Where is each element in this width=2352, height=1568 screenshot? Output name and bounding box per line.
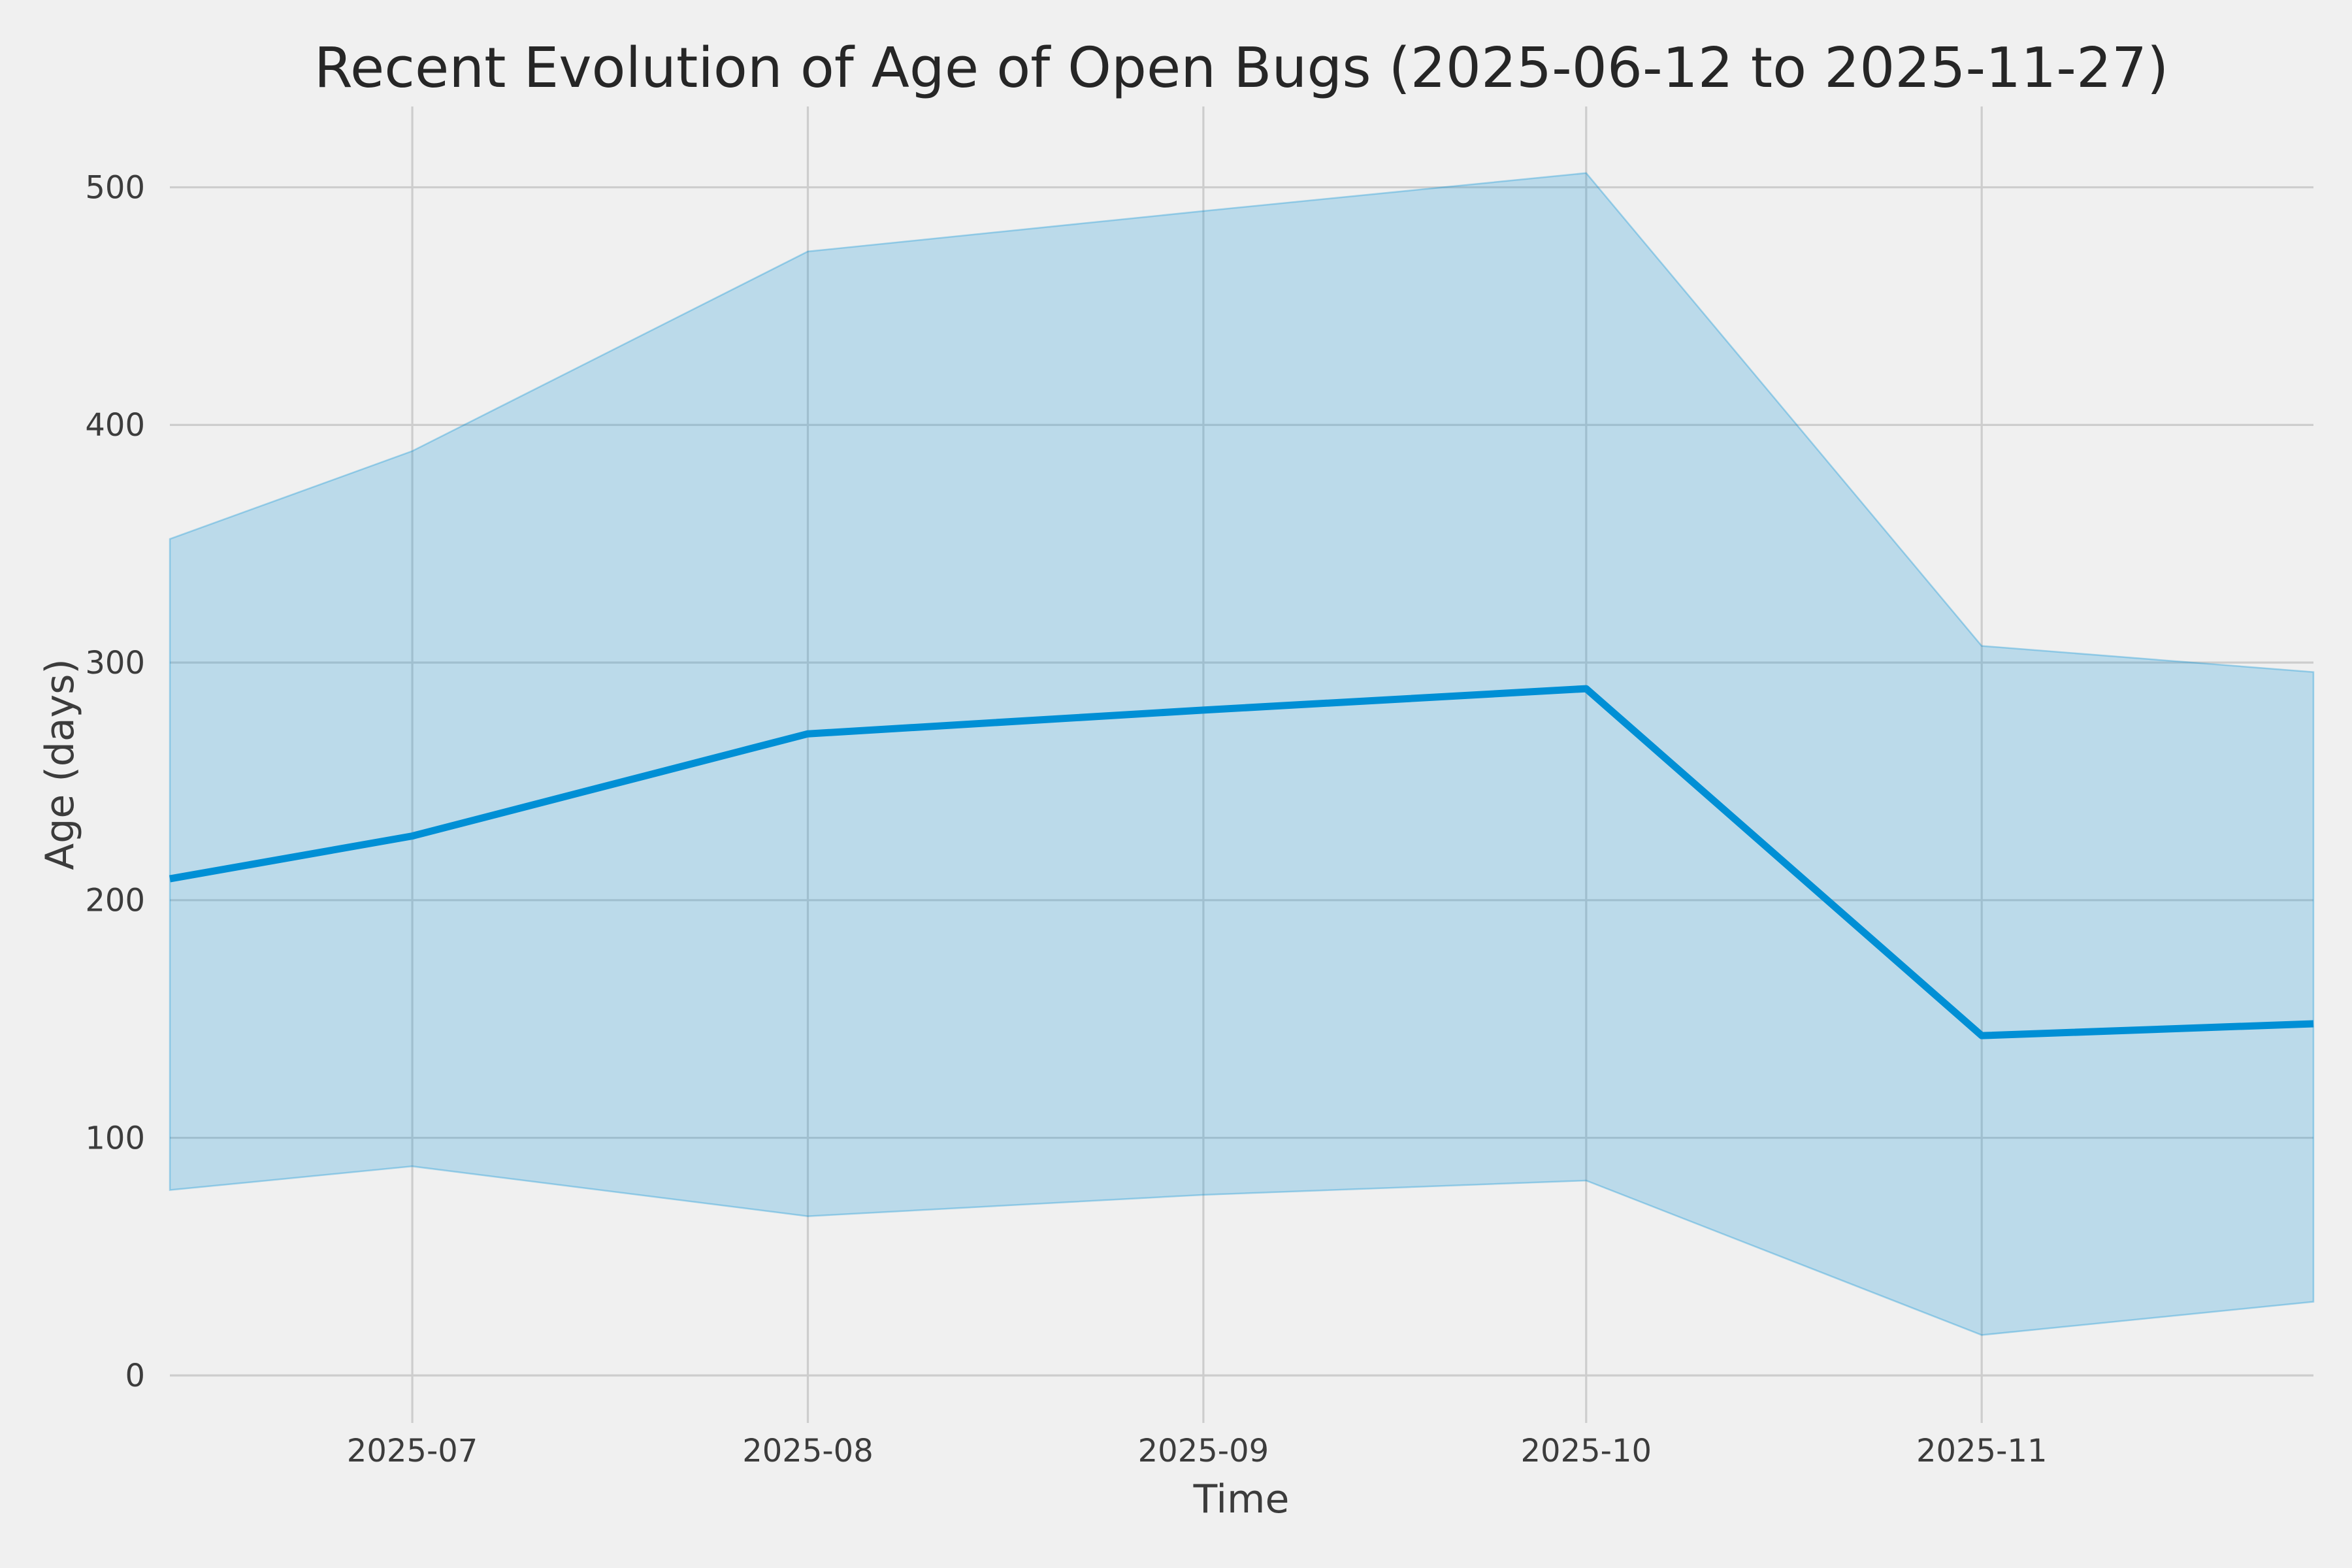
y-tick-label: 100 xyxy=(85,1120,145,1156)
y-tick-label: 200 xyxy=(85,883,145,919)
confidence-band xyxy=(169,172,2315,1336)
x-tick-labels: 2025-07 2025-08 2025-09 2025-10 2025-11 xyxy=(347,1433,2048,1469)
x-axis-label: Time xyxy=(1193,1477,1290,1522)
x-tick-label: 2025-10 xyxy=(1521,1433,1652,1469)
mean-age-line xyxy=(169,685,2314,1039)
gridlines xyxy=(170,106,2313,1423)
x-tick-label: 2025-08 xyxy=(742,1433,874,1469)
y-tick-label: 0 xyxy=(125,1358,145,1394)
chart-title: Recent Evolution of Age of Open Bugs (20… xyxy=(314,36,2169,101)
y-tick-label: 400 xyxy=(85,407,145,444)
y-tick-label: 300 xyxy=(85,645,145,681)
x-tick-label: 2025-09 xyxy=(1138,1433,1269,1469)
y-tick-label: 500 xyxy=(85,169,145,206)
x-tick-label: 2025-07 xyxy=(347,1433,478,1469)
y-tick-labels: 0 100 200 300 400 500 xyxy=(85,169,145,1394)
y-axis-label: Age (days) xyxy=(37,659,83,870)
x-tick-label: 2025-11 xyxy=(1916,1433,2048,1469)
